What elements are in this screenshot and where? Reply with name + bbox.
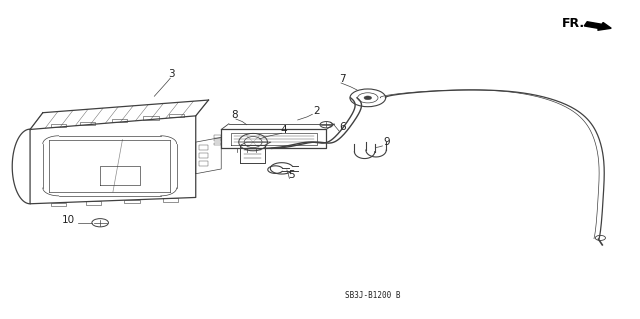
Bar — [199, 161, 209, 167]
Bar — [124, 200, 140, 203]
Bar — [214, 135, 221, 138]
Text: 6: 6 — [339, 122, 346, 132]
Bar — [86, 201, 101, 204]
Circle shape — [364, 96, 372, 100]
Text: 4: 4 — [280, 125, 287, 135]
Bar — [169, 114, 184, 117]
Bar — [163, 198, 178, 202]
Bar — [214, 139, 221, 141]
Text: 5: 5 — [288, 170, 295, 180]
Text: 7: 7 — [339, 74, 346, 84]
Bar — [199, 153, 209, 158]
FancyArrow shape — [584, 22, 611, 30]
Text: 9: 9 — [384, 137, 390, 147]
Text: 2: 2 — [314, 106, 320, 116]
Text: 10: 10 — [62, 215, 75, 225]
Bar — [51, 203, 67, 206]
Text: SB3J-B1200 B: SB3J-B1200 B — [346, 291, 401, 300]
Bar — [214, 143, 221, 145]
Bar — [111, 119, 127, 122]
Bar — [199, 145, 209, 150]
Text: FR.: FR. — [562, 17, 585, 30]
Bar — [143, 116, 159, 120]
Text: 8: 8 — [231, 110, 237, 120]
Text: 3: 3 — [168, 69, 175, 79]
Bar — [80, 122, 95, 125]
Bar — [51, 124, 67, 127]
